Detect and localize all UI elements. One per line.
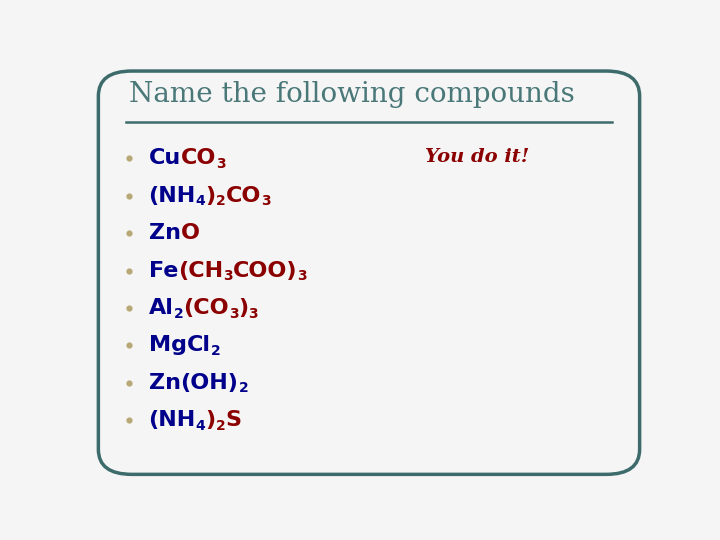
Text: Zn: Zn: [148, 223, 181, 243]
Text: 2: 2: [174, 307, 183, 321]
Text: 3: 3: [297, 269, 307, 283]
Text: (OH): (OH): [181, 373, 238, 393]
Text: Zn: Zn: [148, 373, 181, 393]
Text: ): ): [206, 186, 216, 206]
Text: 2: 2: [210, 344, 220, 358]
Text: (NH: (NH: [148, 410, 196, 430]
Text: Mg: Mg: [148, 335, 186, 355]
Text: 2: 2: [238, 381, 248, 395]
Text: 4: 4: [196, 419, 206, 433]
Text: ): ): [206, 410, 216, 430]
Text: Al: Al: [148, 298, 174, 318]
Text: 3: 3: [261, 194, 271, 208]
Text: 2: 2: [216, 419, 225, 433]
FancyBboxPatch shape: [99, 71, 639, 474]
Text: (CH: (CH: [178, 261, 223, 281]
Text: CO: CO: [181, 148, 216, 168]
Text: 2: 2: [216, 194, 225, 208]
Text: 3: 3: [216, 157, 226, 171]
Text: 3: 3: [248, 307, 258, 321]
Text: S: S: [225, 410, 241, 430]
Text: Fe: Fe: [148, 261, 178, 281]
Text: 3: 3: [223, 269, 233, 283]
Text: ): ): [238, 298, 248, 318]
Text: 3: 3: [229, 307, 238, 321]
Text: (CO: (CO: [183, 298, 229, 318]
Text: O: O: [181, 223, 199, 243]
Text: CO: CO: [225, 186, 261, 206]
Text: 4: 4: [196, 194, 206, 208]
Text: Name the following compounds: Name the following compounds: [129, 82, 575, 109]
Text: Cl: Cl: [186, 335, 210, 355]
Text: You do it!: You do it!: [425, 148, 529, 166]
Text: COO): COO): [233, 261, 297, 281]
Text: (NH: (NH: [148, 186, 196, 206]
Text: Cu: Cu: [148, 148, 181, 168]
